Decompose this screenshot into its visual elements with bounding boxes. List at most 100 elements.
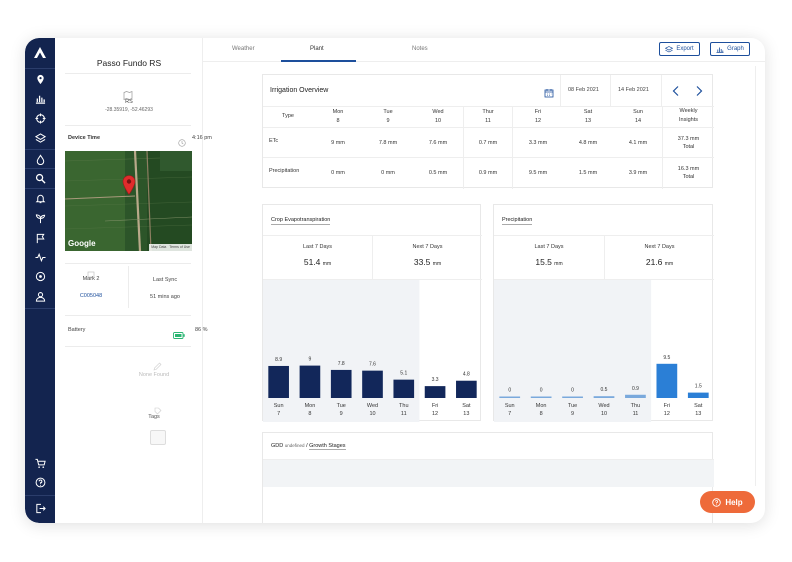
layers-icon[interactable]: [25, 130, 55, 146]
activity-icon[interactable]: [25, 249, 55, 265]
droplet-icon[interactable]: [25, 151, 55, 167]
export-label: Export: [676, 46, 694, 52]
cart-icon[interactable]: [25, 455, 55, 471]
location-map[interactable]: Google Map Data Terms of Use: [65, 151, 192, 251]
map-pin-icon[interactable]: [122, 175, 136, 196]
clock-icon: [178, 134, 186, 147]
main-scrollbar[interactable]: [755, 66, 765, 486]
x-tick-day: Mon: [536, 403, 547, 409]
bar-value-label: 9.5: [663, 355, 670, 361]
probe-status: None Found: [138, 372, 170, 378]
chevron-left-icon[interactable]: [671, 84, 681, 96]
irrigation-cell: 7.8 mm: [378, 140, 398, 146]
main-tabs: Weather Plant Notes Export Graph: [203, 38, 765, 62]
station-name: Passo Fundo RS: [96, 58, 162, 68]
etc-next-value: 33.5: [413, 257, 431, 267]
bar-chart-icon[interactable]: [25, 90, 55, 106]
chart-bar: [456, 380, 477, 398]
crosshair-icon[interactable]: [25, 110, 55, 126]
tag-icon: [154, 402, 162, 415]
end-date[interactable]: 14 Feb 2021: [618, 87, 649, 93]
x-tick-date: 9: [571, 411, 574, 417]
day-header-4: Fri: [534, 109, 542, 115]
irrigation-title: Irrigation Overview: [270, 87, 329, 94]
device-id-link[interactable]: C005048: [79, 293, 103, 299]
precip-next-label: Next 7 Days: [644, 244, 675, 250]
app-logo-icon[interactable]: [25, 42, 55, 64]
tab-plant[interactable]: Plant: [310, 46, 324, 52]
etc-title: Crop Evapotranspiration: [271, 217, 331, 225]
tab-weather[interactable]: Weather: [232, 46, 255, 52]
x-tick-date: 7: [277, 411, 280, 417]
growth-stages-title: Growth Stages: [309, 443, 346, 450]
day-number-5: 13: [584, 118, 592, 124]
bar-value-label: 1.5: [695, 384, 702, 390]
user-icon[interactable]: [25, 288, 55, 304]
start-date[interactable]: 08 Feb 2021: [568, 87, 599, 93]
location-pin-icon[interactable]: [25, 71, 55, 87]
target-icon[interactable]: [25, 268, 55, 284]
irrigation-overview-card: Irrigation Overview 08 Feb 2021 14 Feb 2…: [262, 74, 714, 189]
sprout-icon[interactable]: [25, 210, 55, 226]
chart-bar: [593, 396, 615, 398]
etc-next-label: Next 7 Days: [412, 244, 443, 250]
precip-last-value-wrap: 15.5 mm: [494, 257, 604, 267]
x-tick-date: 13: [695, 411, 701, 417]
x-tick-day: Wed: [367, 403, 378, 409]
tab-notes[interactable]: Notes: [412, 46, 428, 52]
etc-last-unit: mm: [322, 261, 332, 267]
calendar-icon[interactable]: [544, 85, 554, 98]
search-icon[interactable]: [25, 170, 55, 186]
precip-last-label: Last 7 Days: [534, 244, 564, 250]
help-button[interactable]: Help: [700, 491, 755, 513]
day-number-3: 11: [485, 118, 491, 124]
map-terms-link[interactable]: Terms of Use: [169, 245, 190, 249]
irrigation-cell: 3.3 mm: [528, 140, 548, 146]
add-tag-button[interactable]: [150, 430, 166, 445]
export-button[interactable]: Export: [659, 42, 700, 56]
history-shade: [494, 280, 652, 422]
bar-value-label: 7.8: [338, 361, 345, 367]
station-region: RS: [125, 99, 133, 105]
irrigation-cell: 0.9 mm: [478, 170, 498, 176]
etc-last-label: Last 7 Days: [302, 244, 333, 250]
x-tick-day: Thu: [399, 403, 408, 409]
map-attribution: Map Data Terms of Use: [149, 244, 192, 251]
graph-button[interactable]: Graph: [710, 42, 750, 56]
map-data-link[interactable]: Map Data: [151, 245, 167, 249]
chart-bar: [656, 363, 678, 398]
station-coordinates: -28.35919, -52.46293: [105, 107, 153, 113]
day-header-2: Wed: [432, 109, 444, 115]
last-sync-value: 51 mins ago: [150, 294, 180, 300]
export-icon: [665, 45, 674, 52]
x-tick-date: 11: [633, 411, 639, 417]
bell-icon[interactable]: [25, 190, 55, 206]
etc-card: Crop Evapotranspiration Last 7 Days 51.4…: [262, 204, 482, 422]
device-time: 4:16 pm: [192, 135, 212, 141]
bar-value-label: 0: [508, 388, 511, 394]
irrigation-cell: 4.1 mm: [628, 140, 648, 146]
etc-next-value-wrap: 33.5 mm: [373, 257, 482, 267]
irrigation-cell: 7.6 mm: [428, 140, 448, 146]
gdd-heading: GDD undefined / Growth Stages: [271, 443, 346, 450]
x-tick-day: Fri: [664, 403, 670, 409]
x-tick-day: Sun: [505, 403, 515, 409]
logout-icon[interactable]: [25, 500, 55, 516]
flag-icon[interactable]: [25, 230, 55, 246]
help-circle-icon[interactable]: [25, 474, 55, 490]
x-tick-date: 12: [432, 411, 438, 417]
x-tick-day: Sat: [462, 403, 471, 409]
bar-value-label: 0.9: [632, 386, 639, 392]
irrigation-cell: 0 mm: [381, 170, 395, 176]
day-header-1: Tue: [383, 109, 393, 115]
device-model: Mark 2: [82, 276, 100, 282]
graph-icon: [716, 47, 724, 53]
gdd-prefix: GDD: [271, 443, 284, 449]
history-shade: [263, 280, 420, 422]
irrigation-cell: 9 mm: [331, 140, 345, 146]
precip-next-value: 21.6: [645, 257, 663, 267]
insights-header-line2: Insights: [679, 117, 698, 123]
day-header-5: Sat: [583, 109, 593, 115]
etc-last-value: 51.4: [303, 257, 321, 267]
chevron-right-icon[interactable]: [694, 84, 704, 96]
